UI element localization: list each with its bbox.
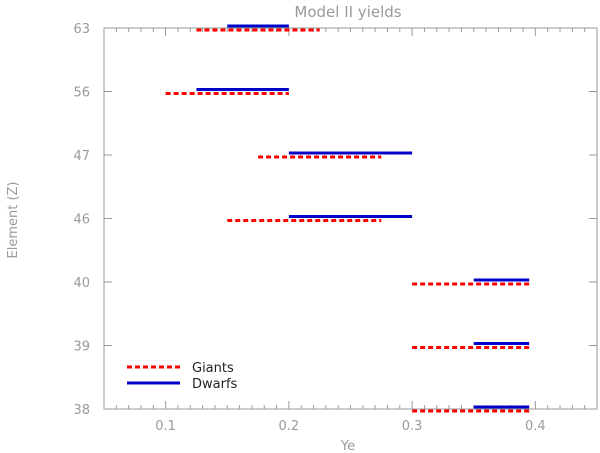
x-tick-label: 0.3 [402, 419, 423, 434]
y-tick-label: 38 [73, 403, 90, 418]
x-tick-label: 0.4 [525, 419, 546, 434]
chart-title: Model II yields [294, 3, 401, 21]
x-axis-label: Ye [340, 439, 355, 453]
y-axis-label: Element (Z) [6, 181, 21, 258]
y-tick-label: 47 [73, 149, 90, 164]
x-tick-label: 0.2 [279, 419, 300, 434]
y-tick-label: 39 [73, 340, 90, 355]
legend-label-giants: Giants [192, 361, 234, 376]
plot-area [165, 24, 530, 413]
y-axis: 38 39 40 46 47 56 63 [73, 22, 597, 418]
x-tick-label: 0.1 [155, 419, 176, 434]
y-tick-label: 56 [73, 86, 90, 101]
legend: Giants Dwarfs [127, 361, 238, 392]
y-tick-label: 40 [73, 276, 90, 291]
legend-label-dwarfs: Dwarfs [192, 377, 238, 392]
y-tick-label: 63 [73, 22, 90, 37]
y-tick-label: 46 [73, 213, 90, 228]
plot-frame [103, 27, 598, 410]
x-axis: 0.1 0.2 0.3 0.4 [103, 28, 598, 434]
